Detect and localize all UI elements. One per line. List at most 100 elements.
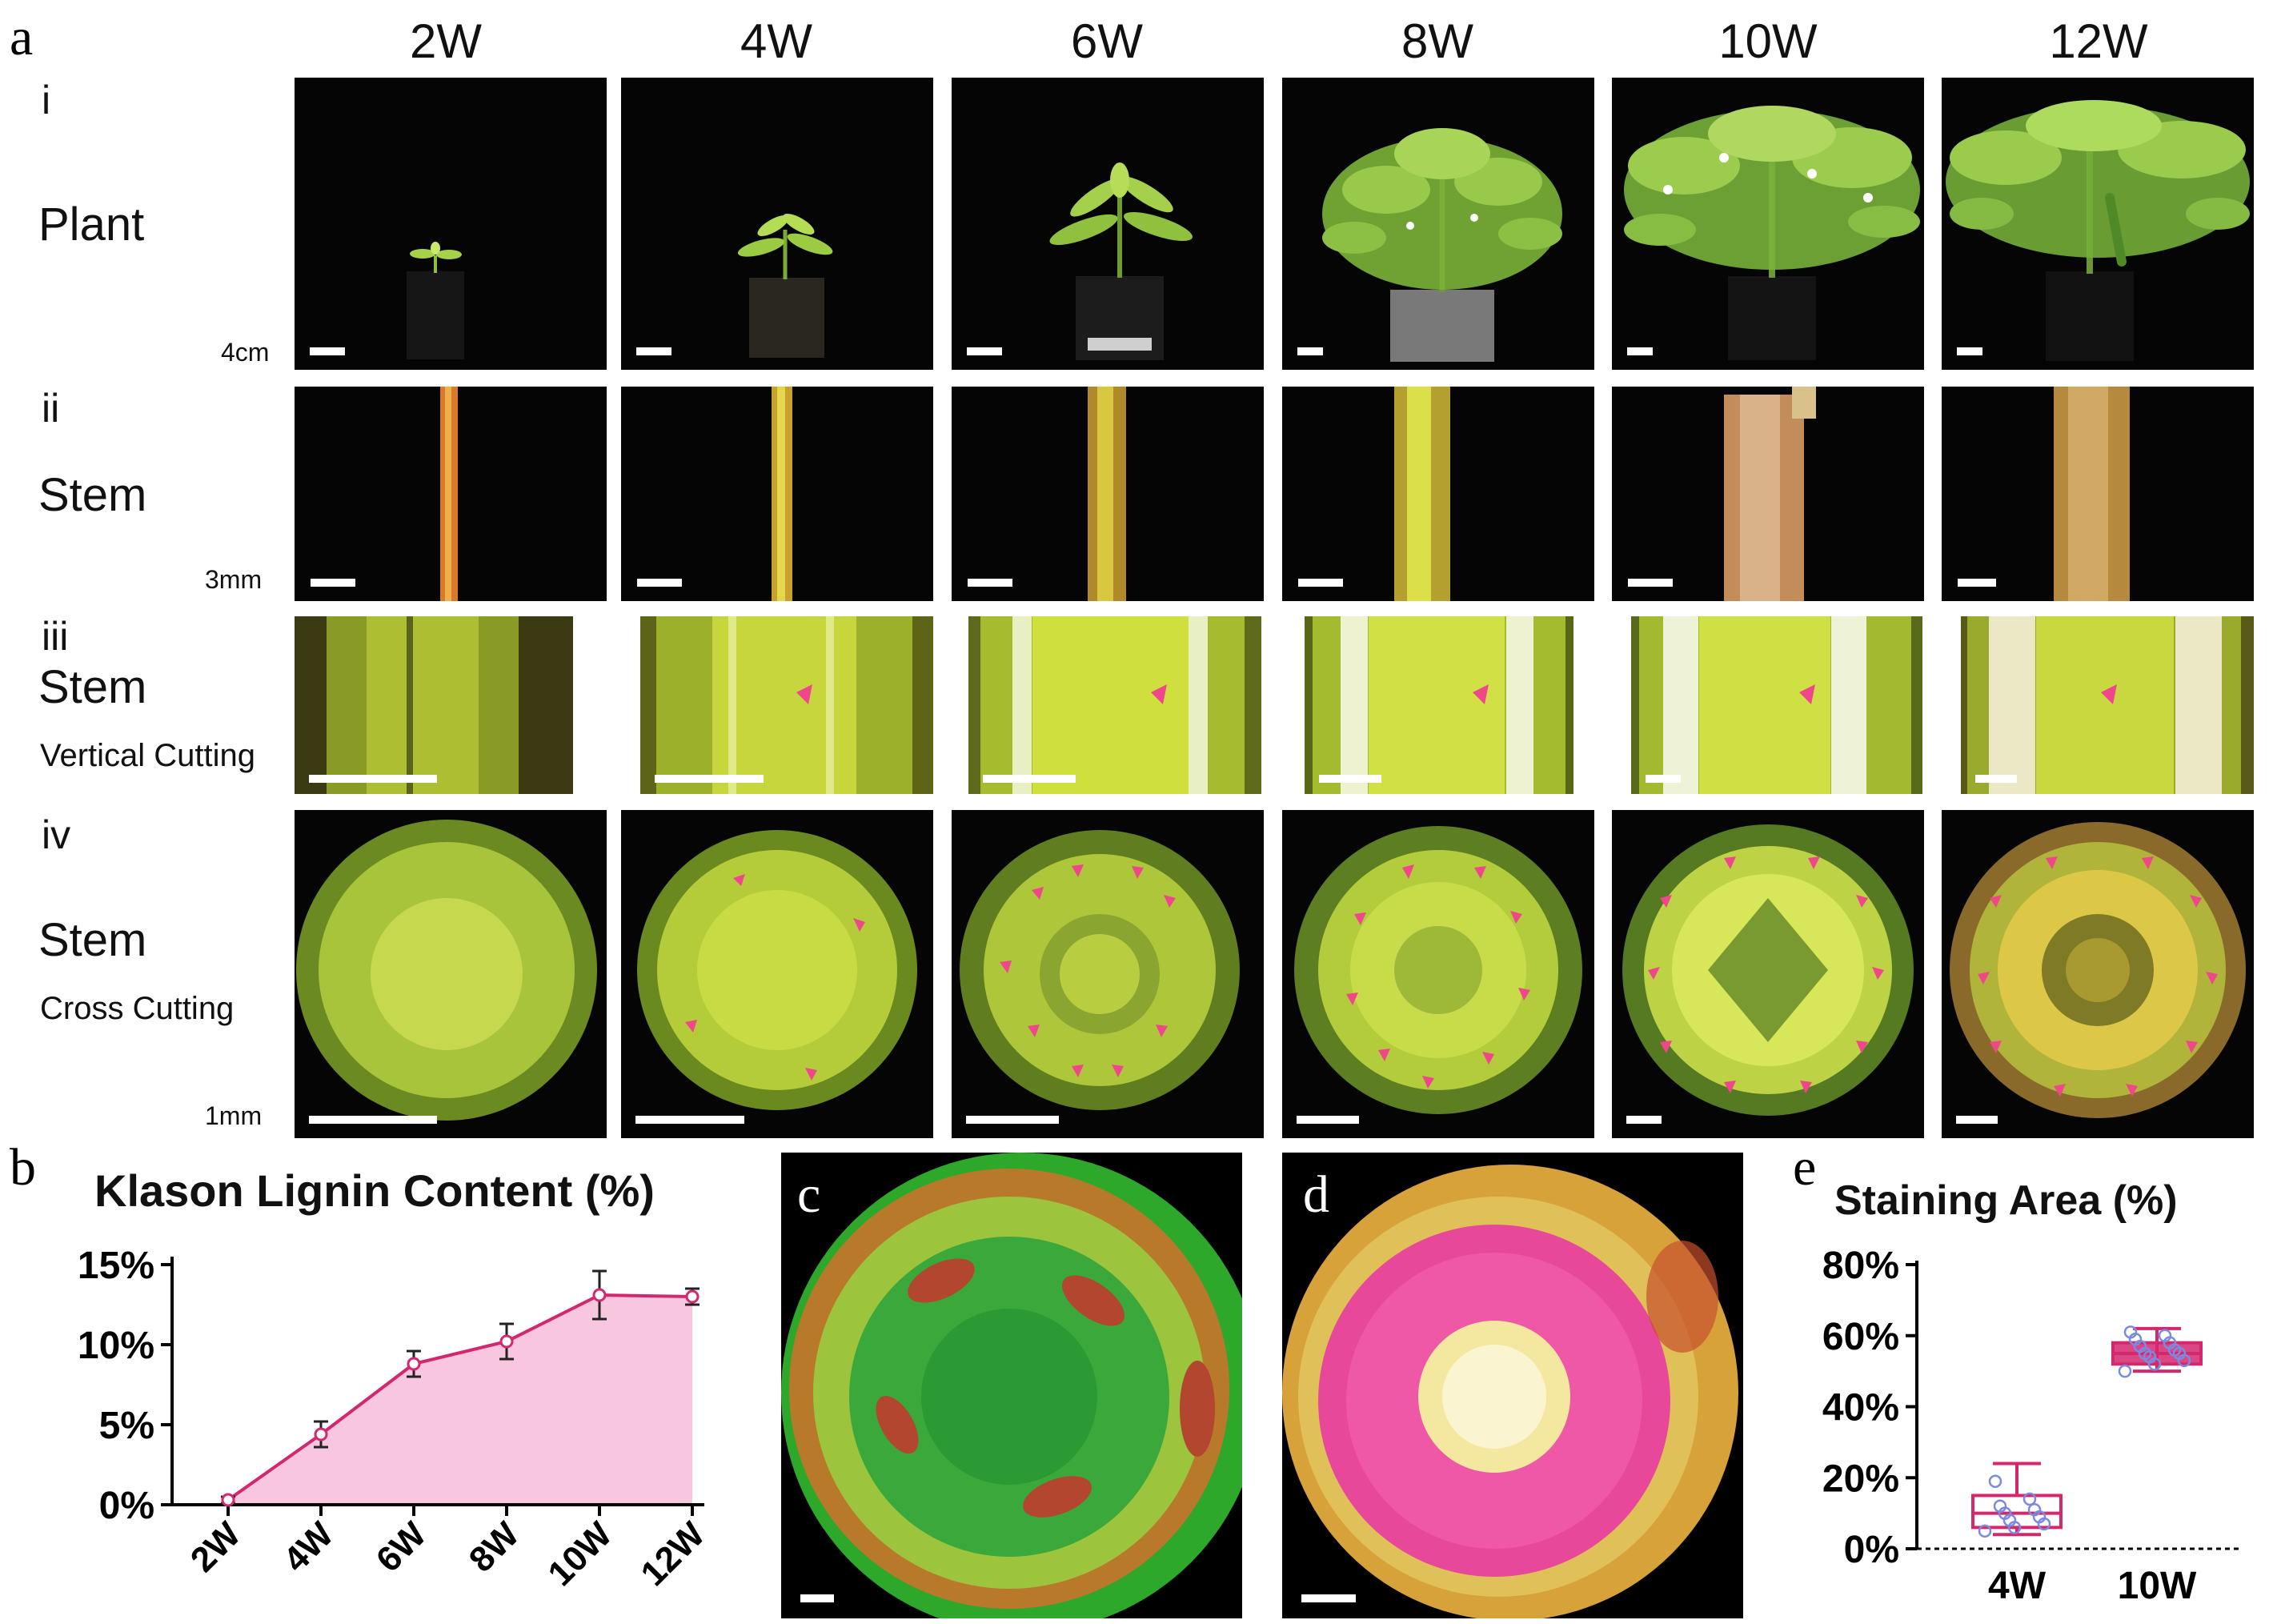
scale-bar [983,775,1076,783]
chart-title-klason: Klason Lignin Content (%) [94,1165,655,1216]
lignin-point [499,1334,514,1349]
klason-lignin-chart: 0% 5% 10% 15% 2W 4W 6W 8W 10W 12W [78,1245,712,1594]
column-header-12w: 12W [2049,14,2148,68]
lignin-point [592,1288,607,1302]
data-point [1978,1524,1992,1538]
scale-label-1mm: 1mm [205,1101,263,1130]
stem-photo-2w [295,387,607,601]
lignin-point [407,1357,421,1371]
stem-photo-4w [621,387,933,601]
cross-cut-photo-8w [1282,810,1594,1138]
x-tick-label: 8W [462,1514,527,1580]
data-point [1988,1474,2002,1488]
scale-bar [1297,1116,1359,1124]
scale-bar [800,1594,834,1602]
panel-letter-a: a [10,8,34,66]
scale-bar [637,579,682,587]
scale-bar [309,1116,437,1124]
row-name-stem-iv: Stem [38,914,147,966]
x-tick-label: 2W [183,1514,249,1580]
cross-cut-photo-10w [1612,810,1924,1138]
stem-photo-6w [952,387,1264,601]
plant-photo-10w [1612,78,1924,370]
x-tick-label: 10W [2118,1565,2197,1607]
panel-letter-b: b [10,1138,36,1197]
stem-photo-8w [1282,387,1594,601]
scale-bar [636,347,671,355]
y-tick-label: 15% [78,1245,154,1287]
row-sub-cross-cutting: Cross Cutting [40,991,235,1026]
scale-bar [1646,775,1681,783]
scale-bar [635,1116,744,1124]
column-header-2w: 2W [410,14,482,68]
x-tick-label: 4W [1988,1565,2047,1607]
plant-photo-6w [952,78,1264,370]
scale-bar [1319,775,1381,783]
panel-letter-c: c [797,1165,821,1224]
scale-bar [1957,347,1982,355]
vertical-cut-photo-8w [1305,616,1573,794]
scale-bar [967,347,1002,355]
lignin-point [685,1289,700,1304]
row-roman-iv: iv [42,812,71,857]
scale-bar [310,347,345,355]
scale-bar [1297,347,1323,355]
lignin-line [226,1293,693,1502]
column-header-6w: 6W [1071,14,1143,68]
x-tick-label: 6W [369,1514,435,1580]
vertical-cut-photo-10w [1631,616,1922,794]
plant-photo-12w [1942,78,2254,370]
cross-section-photo-c [781,1153,1242,1618]
scale-bar [1628,579,1673,587]
x-tick-label: 12W [633,1514,712,1594]
column-header-10w: 10W [1718,14,1818,68]
scale-bar [309,775,437,783]
data-point [2022,1492,2037,1506]
y-tick-label: 60% [1822,1316,1899,1358]
scale-bar [1298,579,1343,587]
lignin-area-fill [228,1295,692,1505]
y-tick-label: 40% [1822,1387,1899,1430]
scale-bar [966,1116,1059,1124]
y-tick-label: 5% [99,1405,154,1447]
vertical-cut-photo-2w [295,616,573,794]
scale-bar [1975,775,2017,783]
column-header-4w: 4W [740,14,812,68]
lignin-point [221,1493,235,1507]
row-name-stem-iii: Stem [38,661,147,713]
cross-cut-photo-6w [952,810,1264,1138]
scale-bar [311,579,355,587]
scale-bar [655,775,764,783]
scale-bar [1958,579,1996,587]
lignin-point [314,1427,328,1442]
row-name-stem-ii: Stem [38,469,147,521]
y-tick-label: 20% [1822,1458,1899,1500]
y-tick-label: 10% [78,1325,154,1367]
column-header-8w: 8W [1401,14,1473,68]
vertical-cut-photo-4w [640,616,933,794]
y-tick-label: 0% [99,1485,154,1527]
cross-cut-photo-4w [621,810,933,1138]
x-tick-label: 4W [276,1514,342,1580]
y-tick-label: 0% [1844,1529,1899,1571]
row-sub-vertical-cutting: Vertical Cutting [40,738,256,773]
chart-title-staining: Staining Area (%) [1834,1177,2178,1224]
data-point [2027,1502,2042,1517]
panel-letter-d: d [1303,1165,1329,1224]
row-roman-ii: ii [42,386,60,431]
plant-photo-4w [621,78,933,370]
scale-bar [968,579,1012,587]
scale-bar [1956,1116,1998,1124]
stem-photo-12w [1942,387,2254,601]
row-roman-iii: iii [42,614,69,659]
scale-bar [1627,347,1653,355]
cross-cut-photo-12w [1942,810,2254,1138]
row-name-plant: Plant [38,198,145,251]
x-tick-label: 10W [540,1514,619,1594]
vertical-cut-photo-12w [1961,616,2254,794]
scale-bar [1301,1594,1356,1602]
cross-cut-photo-2w [295,810,607,1138]
row-roman-i: i [42,78,51,122]
data-point [2158,1329,2172,1342]
cross-section-photo-d [1282,1153,1743,1618]
